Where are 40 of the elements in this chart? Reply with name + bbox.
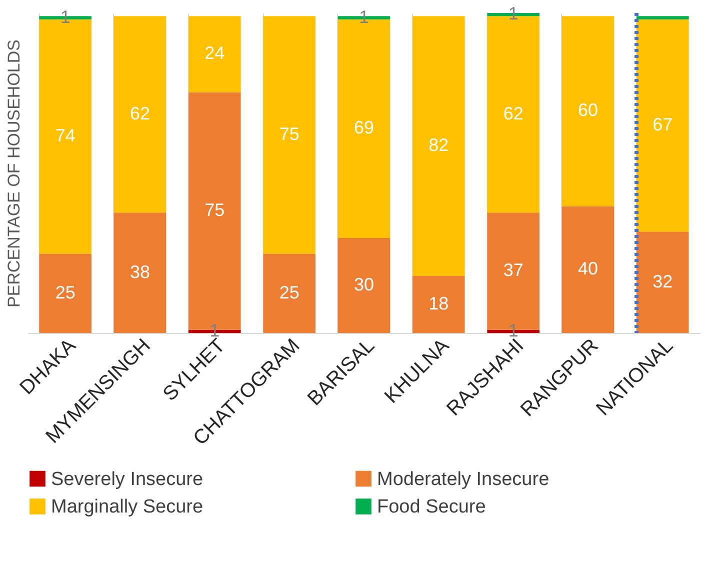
data-label: 74	[55, 126, 76, 146]
data-label: 62	[130, 103, 150, 124]
data-label: 40	[578, 258, 598, 279]
legend-label: Moderately Insecure	[377, 468, 550, 490]
bar	[188, 16, 241, 92]
bar	[636, 16, 689, 20]
bar	[263, 254, 316, 333]
data-label: 75	[204, 200, 225, 220]
data-label: 75	[279, 124, 300, 144]
bar	[562, 206, 614, 333]
bar	[636, 232, 689, 333]
bar	[263, 16, 316, 254]
legend-label: Food Secure	[377, 496, 486, 518]
data-label: 18	[428, 293, 449, 314]
y-axis-title: PERCENTAGE OF HOUSEHOLDS	[4, 40, 24, 308]
bar	[114, 16, 166, 213]
data-label: 69	[354, 118, 374, 138]
bar	[412, 16, 465, 276]
data-label: 60	[578, 100, 598, 120]
data-label: 82	[428, 135, 449, 156]
data-label: 24	[204, 43, 225, 64]
data-label: 25	[279, 282, 300, 302]
bar	[114, 212, 166, 333]
data-label: 62	[503, 103, 524, 124]
bar	[412, 276, 465, 333]
data-label: 37	[503, 260, 524, 280]
legend-label: Severely Insecure	[51, 468, 204, 490]
data-label: 38	[130, 262, 150, 282]
data-label: 67	[652, 114, 673, 134]
data-label: 32	[652, 271, 673, 292]
bar	[39, 254, 92, 333]
bar	[562, 16, 614, 206]
bar	[636, 19, 689, 232]
data-label: 1	[508, 4, 518, 24]
legend-label: Marginally Secure	[51, 496, 204, 518]
data-label: 25	[55, 282, 76, 302]
bar	[338, 238, 390, 333]
data-label: 1	[60, 6, 70, 27]
data-label: 1	[358, 6, 370, 27]
data-label: 30	[354, 274, 374, 294]
